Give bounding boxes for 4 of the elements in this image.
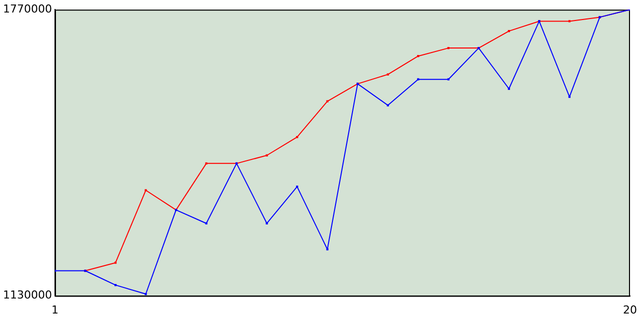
y-tick-label: 1770000: [2, 2, 52, 16]
x-tick-label: 20: [623, 303, 637, 316]
x-tick-label: 1: [51, 303, 58, 316]
y-tick-label: 1130000: [2, 288, 52, 302]
